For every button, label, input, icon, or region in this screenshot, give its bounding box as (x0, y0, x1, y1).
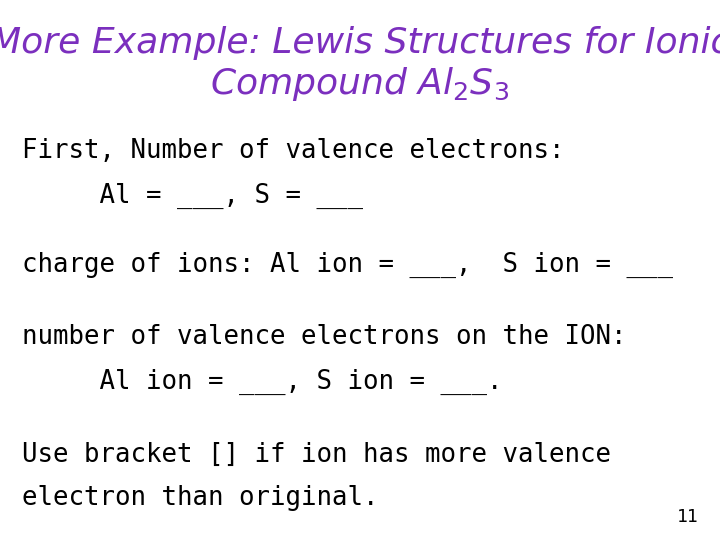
Text: First, Number of valence electrons:: First, Number of valence electrons: (22, 138, 564, 164)
Text: More Example: Lewis Structures for Ionic: More Example: Lewis Structures for Ionic (0, 26, 720, 60)
Text: Compound Al$_2$S$_3$: Compound Al$_2$S$_3$ (210, 65, 510, 103)
Text: number of valence electrons on the ION:: number of valence electrons on the ION: (22, 325, 626, 350)
Text: charge of ions: Al ion = ___,  S ion = ___: charge of ions: Al ion = ___, S ion = __… (22, 252, 672, 278)
Text: Al = ___, S = ___: Al = ___, S = ___ (22, 183, 363, 208)
Text: 11: 11 (677, 509, 698, 526)
Text: electron than original.: electron than original. (22, 485, 378, 511)
Text: Use bracket [] if ion has more valence: Use bracket [] if ion has more valence (22, 442, 611, 468)
Text: Al ion = ___, S ion = ___.: Al ion = ___, S ion = ___. (22, 369, 502, 395)
